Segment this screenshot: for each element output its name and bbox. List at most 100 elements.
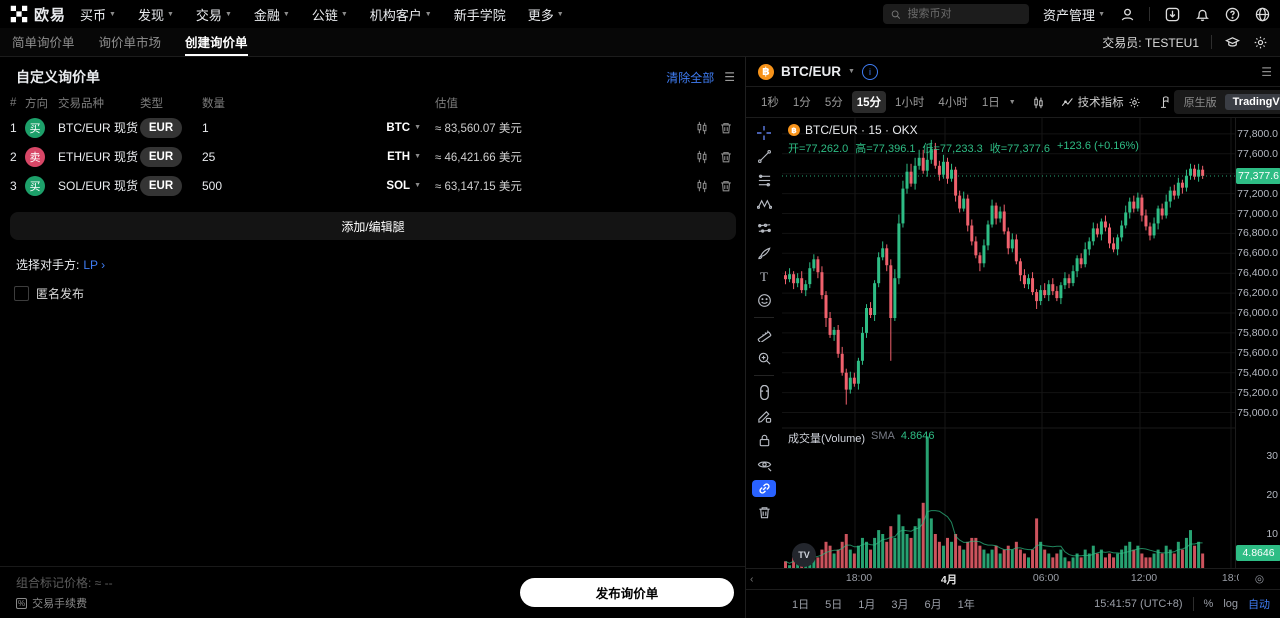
type-pill-button[interactable]: EUR [140,146,182,167]
search-box[interactable] [883,4,1030,24]
lock-tool-icon[interactable] [752,432,776,449]
help-icon[interactable] [1224,6,1240,22]
tab-simple-rfq[interactable]: 简单询价单 [12,35,75,50]
crosshair-tool-icon[interactable] [752,124,776,141]
drawing-edit-tool-icon[interactable] [752,408,776,425]
menu-institutional[interactable]: 机构客户 ▼ [369,7,432,23]
percent-scale-button[interactable]: % [1203,598,1214,610]
log-scale-button[interactable]: log [1223,598,1238,610]
type-pill-button[interactable]: EUR [140,175,182,196]
range-1mo[interactable]: 1月 [858,599,876,611]
notifications-bell-icon[interactable] [1194,6,1210,22]
menu-more[interactable]: 更多 ▼ [527,7,564,23]
emoji-tool-icon[interactable] [752,292,776,309]
counterparty-link[interactable]: LP › [83,257,106,272]
instrument-selector[interactable]: ETH/EUR 现货› [58,148,146,165]
tf-1h[interactable]: 1小时 [895,97,925,109]
tab-create-rfq[interactable]: 创建询价单 [185,28,248,56]
instrument-selector[interactable]: SOL/EUR 现货› [58,177,146,194]
orderbook-list-icon[interactable]: ☰ [1261,64,1272,79]
menu-finance[interactable]: 金融 ▼ [253,7,290,23]
education-icon[interactable] [1224,34,1240,50]
time-axis[interactable]: ‹ 18:00 4月 06:00 12:00 18:00 ◎ [746,568,1280,589]
magnet-tool-icon[interactable] [752,384,776,401]
amount-value[interactable]: 25 [202,149,216,164]
menu-buy-crypto[interactable]: 买币 ▼ [80,7,116,23]
range-6mo[interactable]: 6月 [924,599,942,611]
amount-value[interactable]: 1 [202,120,209,135]
fee-row[interactable]: % 交易手续费 [16,597,88,610]
delete-trash-icon[interactable] [719,179,733,193]
chevron-down-icon[interactable]: ▼ [1008,98,1016,106]
menu-discover[interactable]: 发现 ▼ [137,7,174,23]
delete-trash-icon[interactable] [719,150,733,164]
amount-value[interactable]: 500 [202,178,223,193]
menu-chain[interactable]: 公链 ▼ [311,7,348,23]
tf-5m[interactable]: 5分 [824,97,843,109]
language-globe-icon[interactable] [1254,6,1270,22]
tf-1d[interactable]: 1日 [981,97,1000,109]
auto-scale-button[interactable]: 自动 [1248,599,1270,611]
chart-style-icon[interactable] [1032,96,1045,109]
realtime-target-icon[interactable]: ◎ [1254,573,1265,585]
type-pill-button[interactable]: EUR [140,117,182,138]
panel-menu-icon[interactable]: ☰ [724,70,735,84]
amount-field[interactable]: 1 BTC ▼ [198,121,435,135]
clock[interactable]: 15:41:57 (UTC+8) [1094,598,1183,610]
alert-flag-icon[interactable] [1157,95,1170,109]
hide-drawings-eye-icon[interactable] [752,456,776,473]
clear-all-link[interactable]: 清除全部 [666,70,715,85]
trend-line-tool-icon[interactable] [752,148,776,165]
search-input[interactable] [905,7,1022,21]
unit-dropdown[interactable]: ETH ▼ [387,150,421,163]
unit-dropdown[interactable]: BTC ▼ [386,121,421,134]
sync-link-tool-icon[interactable] [752,480,776,497]
xabcd-pattern-tool-icon[interactable] [752,196,776,213]
pair-selector[interactable]: BTC/EUR [781,64,841,79]
amount-field[interactable]: 500 SOL ▼ [198,179,435,193]
candle-chart-icon[interactable] [695,179,709,193]
measure-ruler-tool-icon[interactable] [752,326,776,343]
add-edit-leg-button[interactable]: 添加/编辑腿 [10,212,736,240]
delete-trash-icon[interactable] [719,121,733,135]
range-1d[interactable]: 1日 [792,599,810,611]
price-axis[interactable]: 77,800.077,600.077,400.077,200.077,000.0… [1235,118,1280,568]
chart-settings-gear-icon[interactable] [1128,96,1141,109]
asset-management-menu[interactable]: 资产管理 ▼ [1043,7,1105,23]
tf-1s[interactable]: 1秒 [761,97,779,109]
forecast-tool-icon[interactable] [752,220,776,237]
remove-drawings-trash-icon[interactable] [752,504,776,521]
brush-tool-icon[interactable] [752,244,776,261]
tf-4h[interactable]: 4小时 [938,97,968,109]
download-app-icon[interactable] [1164,6,1180,22]
settings-gear-icon[interactable] [1252,34,1268,50]
range-3mo[interactable]: 3月 [891,599,909,611]
candlestick-chart[interactable] [782,118,1235,568]
amount-field[interactable]: 25 ETH ▼ [198,150,435,164]
info-icon[interactable]: i [861,63,878,80]
collapse-left-icon[interactable]: ‹ [750,573,754,585]
zoom-in-tool-icon[interactable] [752,350,776,367]
chevron-down-icon[interactable]: ▼ [848,68,855,75]
menu-trade[interactable]: 交易 ▼ [195,7,232,23]
unit-dropdown[interactable]: SOL ▼ [386,179,421,192]
tf-1m[interactable]: 1分 [792,97,811,109]
okx-logo[interactable]: 欧易 [10,4,66,25]
tab-rfq-market[interactable]: 询价单市场 [98,35,162,50]
user-icon[interactable] [1119,6,1135,22]
fib-retracement-tool-icon[interactable] [752,172,776,189]
native-mode-option[interactable]: 原生版 [1183,97,1217,109]
tf-15m-active[interactable]: 15分 [851,91,887,113]
candle-chart-icon[interactable] [695,150,709,164]
tradingview-mode-option[interactable]: TradingView [1224,94,1280,110]
menu-academy[interactable]: 新手学院 [453,7,506,23]
chart-plot-area[interactable]: ฿ BTC/EUR · 15 · OKX 开=77,262.0 高=77,396.… [782,118,1235,568]
text-tool-icon[interactable]: T [760,268,768,284]
instrument-selector[interactable]: BTC/EUR 现货› [58,119,146,136]
indicators-button[interactable]: 技术指标 [1061,94,1124,110]
range-5d[interactable]: 5日 [825,599,843,611]
publish-rfq-button[interactable]: 发布询价单 [520,578,734,607]
candle-chart-icon[interactable] [695,121,709,135]
anonymous-checkbox[interactable] [14,286,29,301]
range-1y[interactable]: 1年 [957,599,975,611]
